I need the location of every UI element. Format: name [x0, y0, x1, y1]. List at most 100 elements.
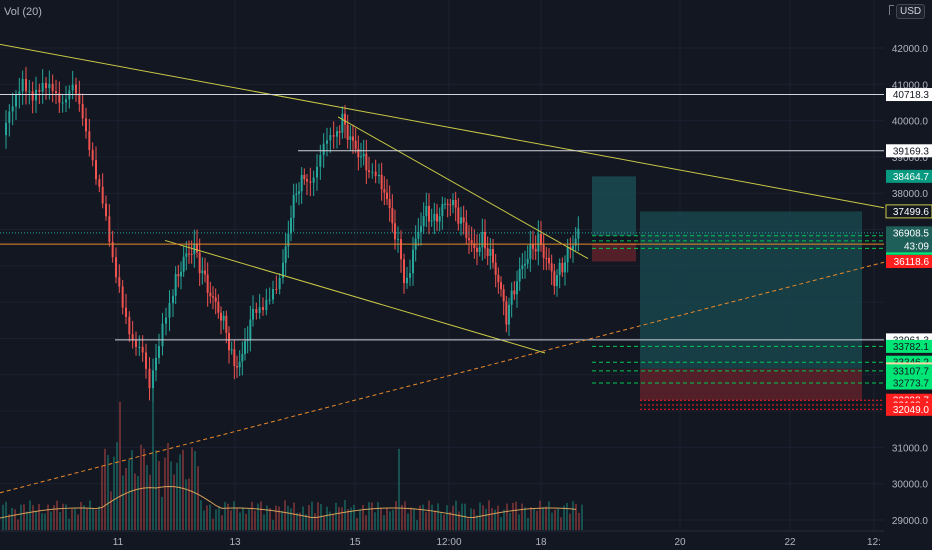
- candle-body: [182, 256, 185, 272]
- current-price-label: 36908.5: [893, 228, 930, 239]
- candle-body: [436, 213, 438, 222]
- candle-body: [338, 131, 341, 133]
- candle-body: [478, 247, 481, 252]
- volume-bar: [161, 496, 163, 530]
- volume-bar: [461, 503, 463, 530]
- candle-body: [486, 248, 489, 256]
- volume-bar: [158, 461, 160, 530]
- candle-body: [155, 357, 157, 371]
- volume-bar: [41, 513, 43, 530]
- candle-body: [230, 349, 233, 351]
- x-tick-label: 12:: [867, 537, 881, 548]
- candle-body: [220, 312, 222, 321]
- volume-bar: [11, 507, 13, 530]
- candle-body: [38, 89, 41, 92]
- candle-body: [180, 271, 182, 277]
- candle-body: [354, 140, 357, 149]
- candle-body: [41, 82, 44, 92]
- volume-bar: [56, 500, 58, 530]
- volume-bar: [437, 503, 439, 530]
- volume-bar: [254, 510, 256, 530]
- candle-body: [48, 83, 51, 89]
- candle-body: [28, 91, 31, 93]
- candle-body: [165, 317, 167, 324]
- candle-body: [329, 135, 332, 141]
- candle-body: [452, 200, 454, 205]
- candle-body: [548, 257, 550, 264]
- volume-bar: [191, 447, 193, 530]
- candle-body: [204, 270, 206, 275]
- volume-bar: [170, 461, 172, 530]
- volume-bar: [356, 517, 358, 530]
- time-axis[interactable]: 11 13 15 12:00 18 20 22 12:: [0, 530, 884, 548]
- candle-body: [217, 301, 220, 313]
- candle-body: [537, 233, 540, 252]
- candle-body: [282, 262, 284, 278]
- candle-body: [98, 179, 101, 187]
- volume-bar: [488, 500, 490, 530]
- volume-bar: [398, 448, 400, 530]
- volume-bar: [194, 451, 196, 530]
- volume-bar: [227, 503, 229, 530]
- candle-body: [470, 240, 473, 244]
- volume-bar: [134, 473, 136, 530]
- candle-body: [558, 262, 561, 276]
- currency-button[interactable]: USD: [896, 4, 926, 19]
- stop-loss-zone: [592, 243, 636, 262]
- volume-bar: [275, 505, 277, 530]
- volume-bar: [98, 506, 100, 530]
- y-tick-label: 30000.0: [892, 480, 929, 491]
- candle-body: [357, 148, 360, 158]
- volume-bar: [560, 517, 562, 530]
- volume-bar: [248, 509, 250, 530]
- volume-bar: [122, 475, 124, 530]
- volume-bar: [272, 519, 274, 530]
- candle-body: [275, 289, 278, 291]
- volume-bar: [65, 504, 67, 530]
- volume-ma-line: [0, 485, 577, 519]
- volume-bar: [368, 502, 370, 530]
- volume-bar: [212, 518, 214, 530]
- volume-bar: [218, 506, 220, 530]
- candle-body: [118, 277, 121, 287]
- candle-body: [417, 231, 420, 239]
- volume-indicator-label[interactable]: Vol (20): [4, 6, 42, 18]
- candle-body: [428, 205, 430, 222]
- y-tick-label: 42000.0: [892, 44, 929, 55]
- volume-bar: [554, 509, 556, 530]
- volume-bar: [434, 510, 436, 530]
- volume-bar: [176, 462, 178, 530]
- volume-bar: [32, 505, 34, 530]
- volume-bar: [257, 503, 259, 530]
- candle-body: [518, 269, 521, 282]
- volume-bar: [365, 515, 367, 530]
- candle-body: [35, 89, 37, 101]
- candle-body: [108, 216, 111, 242]
- candle-body: [287, 233, 290, 247]
- volume-bar: [404, 501, 406, 530]
- candle-body: [236, 366, 238, 368]
- candle-body: [278, 277, 281, 290]
- volume-bar: [569, 513, 571, 530]
- volume-bar: [209, 504, 211, 530]
- volume-bar: [47, 504, 49, 530]
- volume-bar: [50, 511, 52, 530]
- candle-body: [18, 91, 21, 95]
- volume-bar: [83, 505, 85, 530]
- volume-bar: [26, 511, 28, 530]
- current-price-bg: [886, 226, 932, 253]
- volume-bar: [458, 511, 460, 530]
- candle-body: [306, 179, 308, 182]
- candle-body: [422, 215, 425, 227]
- price-axis[interactable]: 42000.0 41000.0 40000.0 39000.0 38000.0 31000…: [884, 0, 932, 550]
- volume-bar: [503, 509, 505, 530]
- y-tick-label: 41000.0: [892, 80, 929, 91]
- candle-body: [141, 346, 144, 353]
- candle-body: [510, 290, 513, 305]
- candle-body: [161, 323, 164, 347]
- candle-body: [556, 275, 558, 287]
- candle-body: [233, 349, 236, 367]
- price-label-bg: [886, 364, 932, 378]
- drawing-lines: [0, 43, 885, 494]
